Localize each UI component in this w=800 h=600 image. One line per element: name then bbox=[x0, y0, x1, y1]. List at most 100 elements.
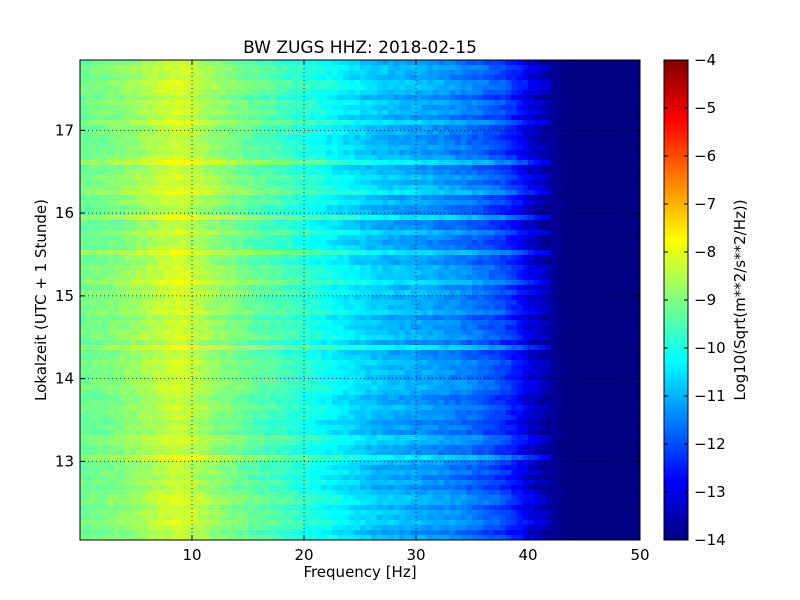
spectrogram-cell bbox=[186, 95, 193, 101]
spectrogram-cell bbox=[600, 160, 607, 166]
spectrogram-cell bbox=[225, 100, 232, 106]
spectrogram-cell bbox=[102, 165, 109, 171]
spectrogram-cell bbox=[550, 220, 557, 226]
spectrogram-cell bbox=[124, 115, 131, 121]
spectrogram-cell bbox=[343, 290, 350, 296]
spectrogram-cell bbox=[455, 135, 462, 141]
spectrogram-cell bbox=[544, 105, 551, 111]
spectrogram-cell bbox=[544, 215, 551, 221]
spectrogram-cell bbox=[96, 120, 103, 126]
spectrogram-cell bbox=[180, 165, 187, 171]
spectrogram-cell bbox=[175, 210, 182, 216]
spectrogram-cell bbox=[337, 270, 344, 276]
spectrogram-cell bbox=[410, 195, 417, 201]
spectrogram-cell bbox=[438, 285, 445, 291]
spectrogram-cell bbox=[444, 215, 451, 221]
spectrogram-cell bbox=[147, 190, 154, 196]
spectrogram-cell bbox=[584, 285, 591, 291]
spectrogram-cell bbox=[612, 120, 619, 126]
spectrogram-cell bbox=[606, 265, 613, 271]
spectrogram-cell bbox=[113, 275, 120, 281]
spectrogram-cell bbox=[623, 255, 630, 261]
spectrogram-cell bbox=[360, 135, 367, 141]
spectrogram-cell bbox=[124, 175, 131, 181]
spectrogram-cell bbox=[91, 175, 98, 181]
spectrogram-cell bbox=[164, 120, 171, 126]
spectrogram-cell bbox=[208, 285, 215, 291]
spectrogram-cell bbox=[477, 80, 484, 86]
spectrogram-cell bbox=[208, 245, 215, 251]
spectrogram-cell bbox=[612, 275, 619, 281]
spectrogram-cell bbox=[169, 300, 176, 306]
spectrogram-cell bbox=[119, 155, 126, 161]
spectrogram-cell bbox=[287, 185, 294, 191]
spectrogram-cell bbox=[96, 100, 103, 106]
spectrogram-cell bbox=[617, 300, 624, 306]
spectrogram-cell bbox=[449, 65, 456, 71]
spectrogram-cell bbox=[180, 175, 187, 181]
spectrogram-cell bbox=[91, 80, 98, 86]
spectrogram-cell bbox=[500, 280, 507, 286]
spectrogram-cell bbox=[203, 260, 210, 266]
spectrogram-cell bbox=[516, 245, 523, 251]
spectrogram-cell bbox=[544, 150, 551, 156]
spectrogram-cell bbox=[505, 160, 512, 166]
spectrogram-cell bbox=[326, 70, 333, 76]
spectrogram-cell bbox=[393, 175, 400, 181]
spectrogram-cell bbox=[416, 215, 423, 221]
spectrogram-cell bbox=[136, 70, 143, 76]
spectrogram-cell bbox=[348, 285, 355, 291]
spectrogram-cell bbox=[231, 265, 238, 271]
spectrogram-cell bbox=[208, 295, 215, 301]
spectrogram-cell bbox=[203, 250, 210, 256]
spectrogram-cell bbox=[550, 120, 557, 126]
spectrogram-cell bbox=[332, 190, 339, 196]
spectrogram-cell bbox=[410, 185, 417, 191]
spectrogram-cell bbox=[169, 235, 176, 241]
spectrogram-cell bbox=[416, 265, 423, 271]
spectrogram-cell bbox=[421, 75, 428, 81]
spectrogram-cell bbox=[85, 125, 92, 131]
spectrogram-cell bbox=[276, 145, 283, 151]
spectrogram-cell bbox=[186, 230, 193, 236]
spectrogram-cell bbox=[225, 240, 232, 246]
spectrogram-cell bbox=[371, 110, 378, 116]
spectrogram-cell bbox=[192, 215, 199, 221]
spectrogram-cell bbox=[169, 205, 176, 211]
spectrogram-cell bbox=[567, 190, 574, 196]
spectrogram-cell bbox=[550, 190, 557, 196]
spectrogram-cell bbox=[399, 170, 406, 176]
spectrogram-cell bbox=[455, 145, 462, 151]
spectrogram-cell bbox=[348, 270, 355, 276]
spectrogram-cell bbox=[628, 180, 635, 186]
spectrogram-cell bbox=[136, 175, 143, 181]
spectrogram-cell bbox=[432, 215, 439, 221]
spectrogram-cell bbox=[298, 100, 305, 106]
spectrogram-cell bbox=[606, 290, 613, 296]
spectrogram-cell bbox=[242, 75, 249, 81]
spectrogram-cell bbox=[102, 200, 109, 206]
spectrogram-cell bbox=[298, 285, 305, 291]
spectrogram-cell bbox=[309, 85, 316, 91]
spectrogram-cell bbox=[264, 140, 271, 146]
spectrogram-cell bbox=[164, 290, 171, 296]
spectrogram-cell bbox=[113, 115, 120, 121]
spectrogram-cell bbox=[455, 130, 462, 136]
spectrogram-cell bbox=[399, 185, 406, 191]
spectrogram-cell bbox=[343, 305, 350, 311]
spectrogram-cell bbox=[550, 290, 557, 296]
spectrogram-cell bbox=[136, 75, 143, 81]
spectrogram-cell bbox=[550, 110, 557, 116]
spectrogram-cell bbox=[600, 275, 607, 281]
spectrogram-cell bbox=[236, 165, 243, 171]
spectrogram-cell bbox=[561, 65, 568, 71]
spectrogram-cell bbox=[158, 210, 165, 216]
spectrogram-cell bbox=[612, 260, 619, 266]
spectrogram-cell bbox=[309, 140, 316, 146]
spectrogram-cell bbox=[522, 260, 529, 266]
spectrogram-cell bbox=[399, 180, 406, 186]
spectrogram-cell bbox=[264, 135, 271, 141]
spectrogram-cell bbox=[197, 150, 204, 156]
spectrogram-cell bbox=[539, 220, 546, 226]
spectrogram-cell bbox=[124, 105, 131, 111]
